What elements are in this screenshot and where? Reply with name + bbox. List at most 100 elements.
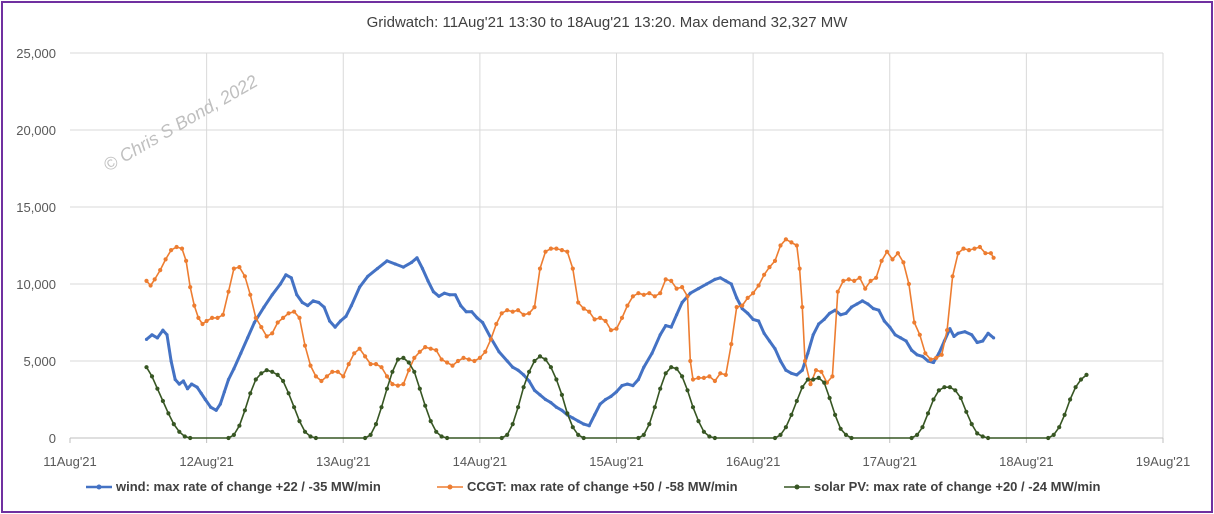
data-point: [735, 296, 739, 300]
data-point: [915, 353, 919, 357]
data-point: [625, 303, 630, 308]
data-point: [237, 423, 242, 428]
legend-swatch-marker: [794, 484, 800, 490]
x-tick-label: 17Aug'21: [862, 454, 917, 469]
data-point: [373, 422, 379, 427]
data-point: [220, 312, 226, 317]
data-point: [226, 289, 231, 294]
data-point: [169, 359, 173, 363]
data-point: [658, 333, 662, 337]
data-point: [390, 369, 395, 374]
legend-label: solar PV: max rate of change +20 / -24 M…: [814, 479, 1101, 494]
data-point: [521, 385, 526, 390]
data-point: [210, 315, 215, 320]
data-point: [707, 434, 712, 439]
data-point: [977, 244, 983, 250]
legend-item-2: solar PV: max rate of change +20 / -24 M…: [784, 479, 1101, 494]
data-point: [822, 317, 826, 321]
data-point: [417, 386, 422, 391]
data-point: [226, 377, 231, 382]
data-point: [852, 278, 857, 283]
data-point: [543, 397, 548, 402]
data-point: [808, 382, 813, 387]
data-point: [909, 435, 914, 441]
data-point: [972, 246, 977, 251]
data-point: [505, 359, 509, 363]
data-point: [830, 374, 835, 379]
data-point: [144, 278, 149, 283]
data-point: [169, 248, 174, 253]
data-point: [1078, 377, 1084, 382]
data-point: [772, 258, 778, 263]
data-point: [358, 285, 362, 289]
gridlines: [70, 52, 1164, 438]
data-point: [1068, 397, 1073, 402]
data-point: [593, 413, 597, 417]
data-point: [576, 419, 580, 423]
data-point: [685, 294, 690, 299]
data-point: [778, 432, 783, 437]
data-point: [680, 374, 685, 379]
data-point: [253, 315, 258, 320]
data-point: [740, 303, 745, 308]
data-point: [647, 291, 652, 296]
data-point: [598, 402, 602, 406]
data-point: [800, 368, 804, 372]
data-point: [434, 429, 439, 434]
data-point: [863, 286, 868, 291]
data-point: [149, 374, 155, 379]
data-point: [582, 422, 586, 426]
data-point: [674, 286, 679, 291]
data-point: [969, 422, 974, 427]
data-point: [188, 285, 193, 290]
data-point: [963, 330, 967, 334]
data-point: [981, 339, 985, 343]
data-point: [242, 274, 247, 279]
watermark-text: © Chris S Bond, 2022: [100, 71, 261, 176]
data-point: [204, 318, 209, 324]
data-point: [701, 429, 707, 434]
data-point: [784, 368, 788, 372]
data-point: [185, 387, 190, 391]
data-point: [641, 292, 646, 297]
data-point: [401, 265, 405, 269]
data-point: [783, 237, 789, 242]
data-point: [652, 405, 657, 410]
data-point: [844, 311, 848, 315]
data-point: [203, 397, 207, 402]
data-point: [306, 304, 310, 308]
axes: 0 5,000 10,000 15,000 20,000 25,000 11Aug'21 12…: [16, 46, 1190, 469]
data-point: [499, 435, 504, 441]
data-point: [849, 305, 854, 309]
data-point: [379, 365, 384, 370]
data-point: [317, 300, 321, 305]
y-tick-label: 10,000: [16, 277, 56, 292]
data-point: [669, 278, 674, 283]
data-point: [879, 258, 884, 263]
data-point: [642, 365, 646, 369]
x-tick-label: 18Aug'21: [999, 454, 1054, 469]
data-point: [789, 371, 794, 375]
data-point: [155, 386, 160, 391]
data-point: [373, 362, 379, 367]
data-point: [855, 302, 859, 306]
data-point: [966, 248, 972, 253]
data-point: [899, 336, 903, 340]
data-point: [991, 255, 996, 260]
data-point: [581, 306, 586, 311]
data-point: [920, 354, 925, 358]
data-point: [794, 243, 799, 248]
data-point: [817, 322, 821, 326]
data-point: [295, 293, 299, 297]
data-point: [674, 366, 679, 371]
data-point: [614, 390, 619, 394]
data-point: [532, 305, 537, 310]
data-point: [576, 432, 581, 437]
series-line: [145, 256, 995, 428]
data-point: [794, 398, 799, 404]
legend-label: CCGT: max rate of change +50 / -58 MW/mi…: [467, 479, 738, 494]
data-point: [195, 385, 199, 389]
data-point: [497, 350, 501, 354]
data-point: [936, 388, 942, 393]
